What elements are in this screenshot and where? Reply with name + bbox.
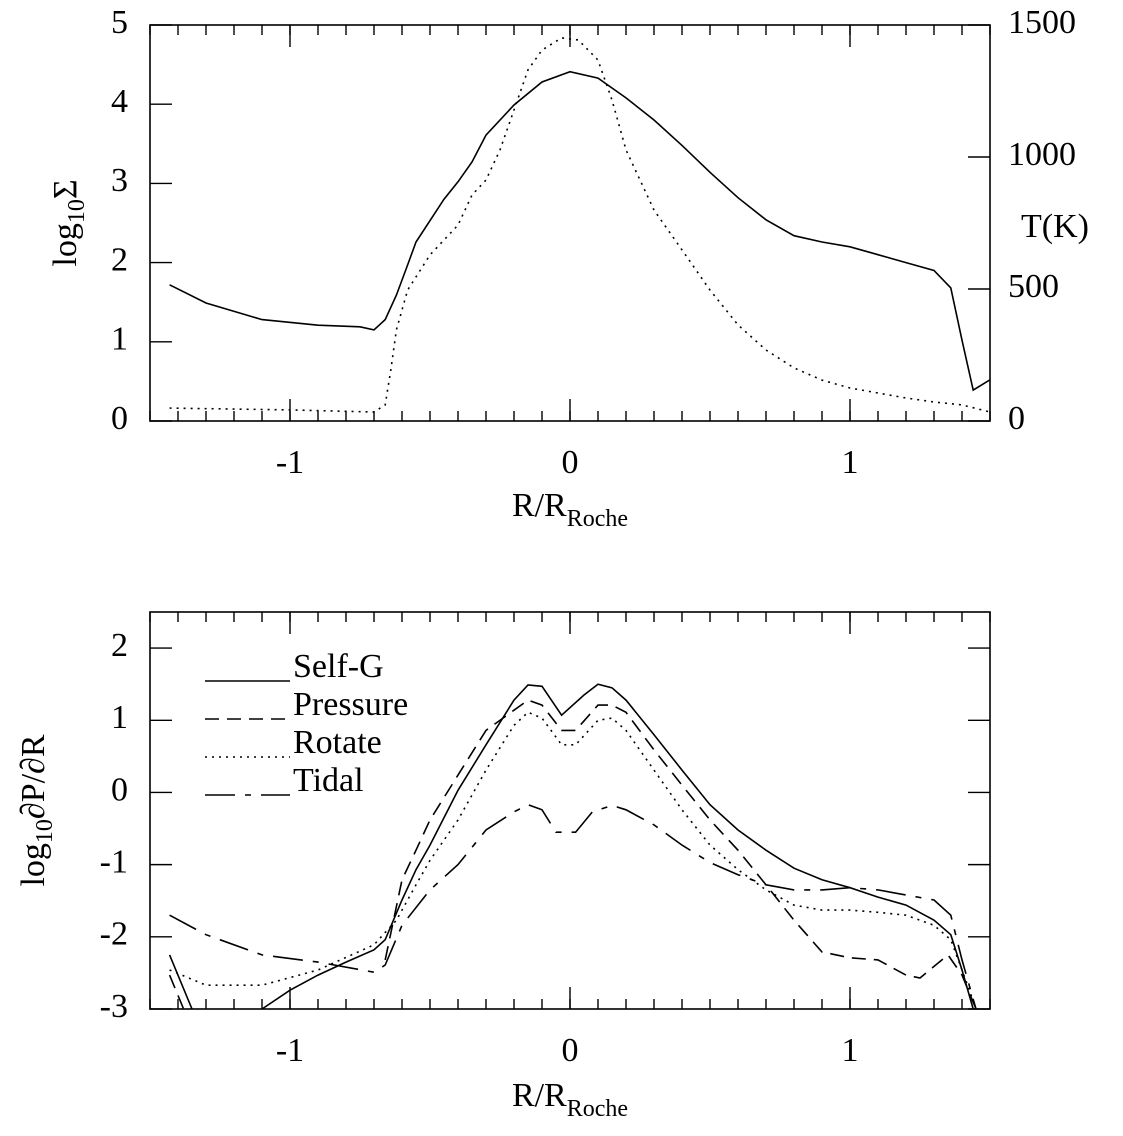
y2-tick-label: 1000 — [1008, 136, 1076, 173]
x-axis-label: R/RRoche — [512, 487, 628, 532]
x-axis-label-base: R/R — [512, 487, 567, 524]
y-axis-label-base: log — [15, 843, 52, 886]
y-tick-label: 5 — [111, 4, 128, 41]
y-axis-label-rest: Σ — [47, 179, 84, 199]
x-tick-label: 1 — [842, 1032, 859, 1069]
y-tick-label: 2 — [111, 627, 128, 664]
y2-tick-label: 0 — [1008, 400, 1025, 437]
y-tick-label: 0 — [111, 400, 128, 437]
x-tick-label: 0 — [562, 444, 579, 481]
y-axis-label-sub: 10 — [64, 199, 90, 223]
y2-tick-label: 1500 — [1008, 4, 1076, 41]
y-axis-label: log10∂P/∂R — [15, 734, 58, 886]
y-axis-label-sub: 10 — [32, 819, 58, 843]
x-tick-label: 1 — [842, 444, 859, 481]
y-tick-label: 4 — [111, 83, 128, 120]
y2-axis-label: T(K) — [1021, 208, 1089, 245]
x-tick-label: -1 — [276, 444, 304, 481]
legend-label: Pressure — [293, 686, 408, 723]
x-axis-label-sub: Roche — [567, 506, 628, 532]
y-axis-label: log10Σ — [47, 179, 90, 266]
y-tick-label: -3 — [100, 988, 128, 1025]
plot-frame — [149, 24, 991, 422]
x-tick-label: 0 — [562, 1032, 579, 1069]
y-tick-label: -1 — [100, 843, 128, 880]
x-tick-label: -1 — [276, 1032, 304, 1069]
y-tick-label: 3 — [111, 162, 128, 199]
y-tick-label: 0 — [111, 771, 128, 808]
y-tick-label: 1 — [111, 321, 128, 358]
x-axis-label: R/RRoche — [512, 1077, 628, 1122]
series-line — [168, 683, 974, 1009]
legend-label: Self-G — [293, 648, 384, 685]
series-line — [169, 711, 977, 1009]
legend-label: Rotate — [293, 724, 382, 761]
series-line — [168, 699, 977, 1009]
y-tick-label: -2 — [100, 916, 128, 953]
y-tick-label: 2 — [111, 241, 128, 278]
series-line — [169, 70, 990, 392]
series-line — [169, 803, 977, 1009]
series-line — [169, 37, 990, 413]
y-tick-label: 1 — [111, 699, 128, 736]
x-axis-label-sub: Roche — [567, 1096, 628, 1122]
y-axis-label-base: log — [47, 223, 84, 266]
y2-tick-label: 500 — [1008, 268, 1059, 305]
plot-frame — [149, 611, 991, 1010]
x-axis-label-base: R/R — [512, 1077, 567, 1114]
legend-label: Tidal — [293, 762, 364, 799]
y-axis-label-rest: ∂P/∂R — [15, 734, 52, 819]
